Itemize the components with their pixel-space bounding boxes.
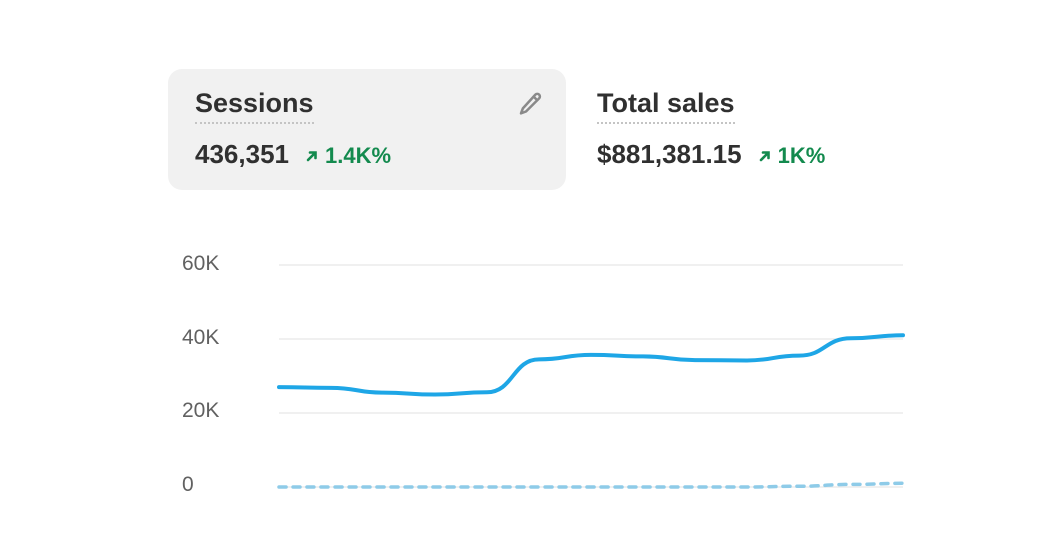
y-tick-label: 60K xyxy=(182,252,220,275)
comparison-series-line xyxy=(277,481,905,489)
arrow-up-right-icon xyxy=(306,151,317,162)
metric-card-sessions[interactable]: Sessions 436,351 1.4K% xyxy=(168,69,566,190)
metric-value: 436,351 xyxy=(195,139,289,169)
y-tick-label: 20K xyxy=(182,399,220,422)
arrow-up-right-icon xyxy=(759,151,770,162)
trend-badge: 1K% xyxy=(758,143,826,169)
y-tick-label: 0 xyxy=(182,473,194,496)
trend-badge: 1.4K% xyxy=(305,143,391,169)
metric-title[interactable]: Sessions xyxy=(195,87,314,124)
metric-value: $881,381.15 xyxy=(597,139,742,169)
pencil-icon xyxy=(519,92,542,115)
y-tick-label: 40K xyxy=(182,326,220,349)
trend-value: 1.4K% xyxy=(324,143,392,168)
metric-card-total-sales[interactable]: Total sales $881,381.15 1K% xyxy=(572,69,892,190)
edit-metric-button[interactable] xyxy=(514,87,548,121)
trend-value: 1K% xyxy=(777,143,826,168)
primary-series-line xyxy=(277,333,905,397)
gridlines xyxy=(279,264,903,488)
metric-title[interactable]: Total sales xyxy=(597,87,735,124)
